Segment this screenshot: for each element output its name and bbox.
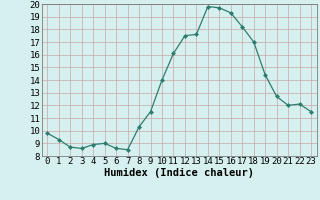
X-axis label: Humidex (Indice chaleur): Humidex (Indice chaleur) — [104, 168, 254, 178]
